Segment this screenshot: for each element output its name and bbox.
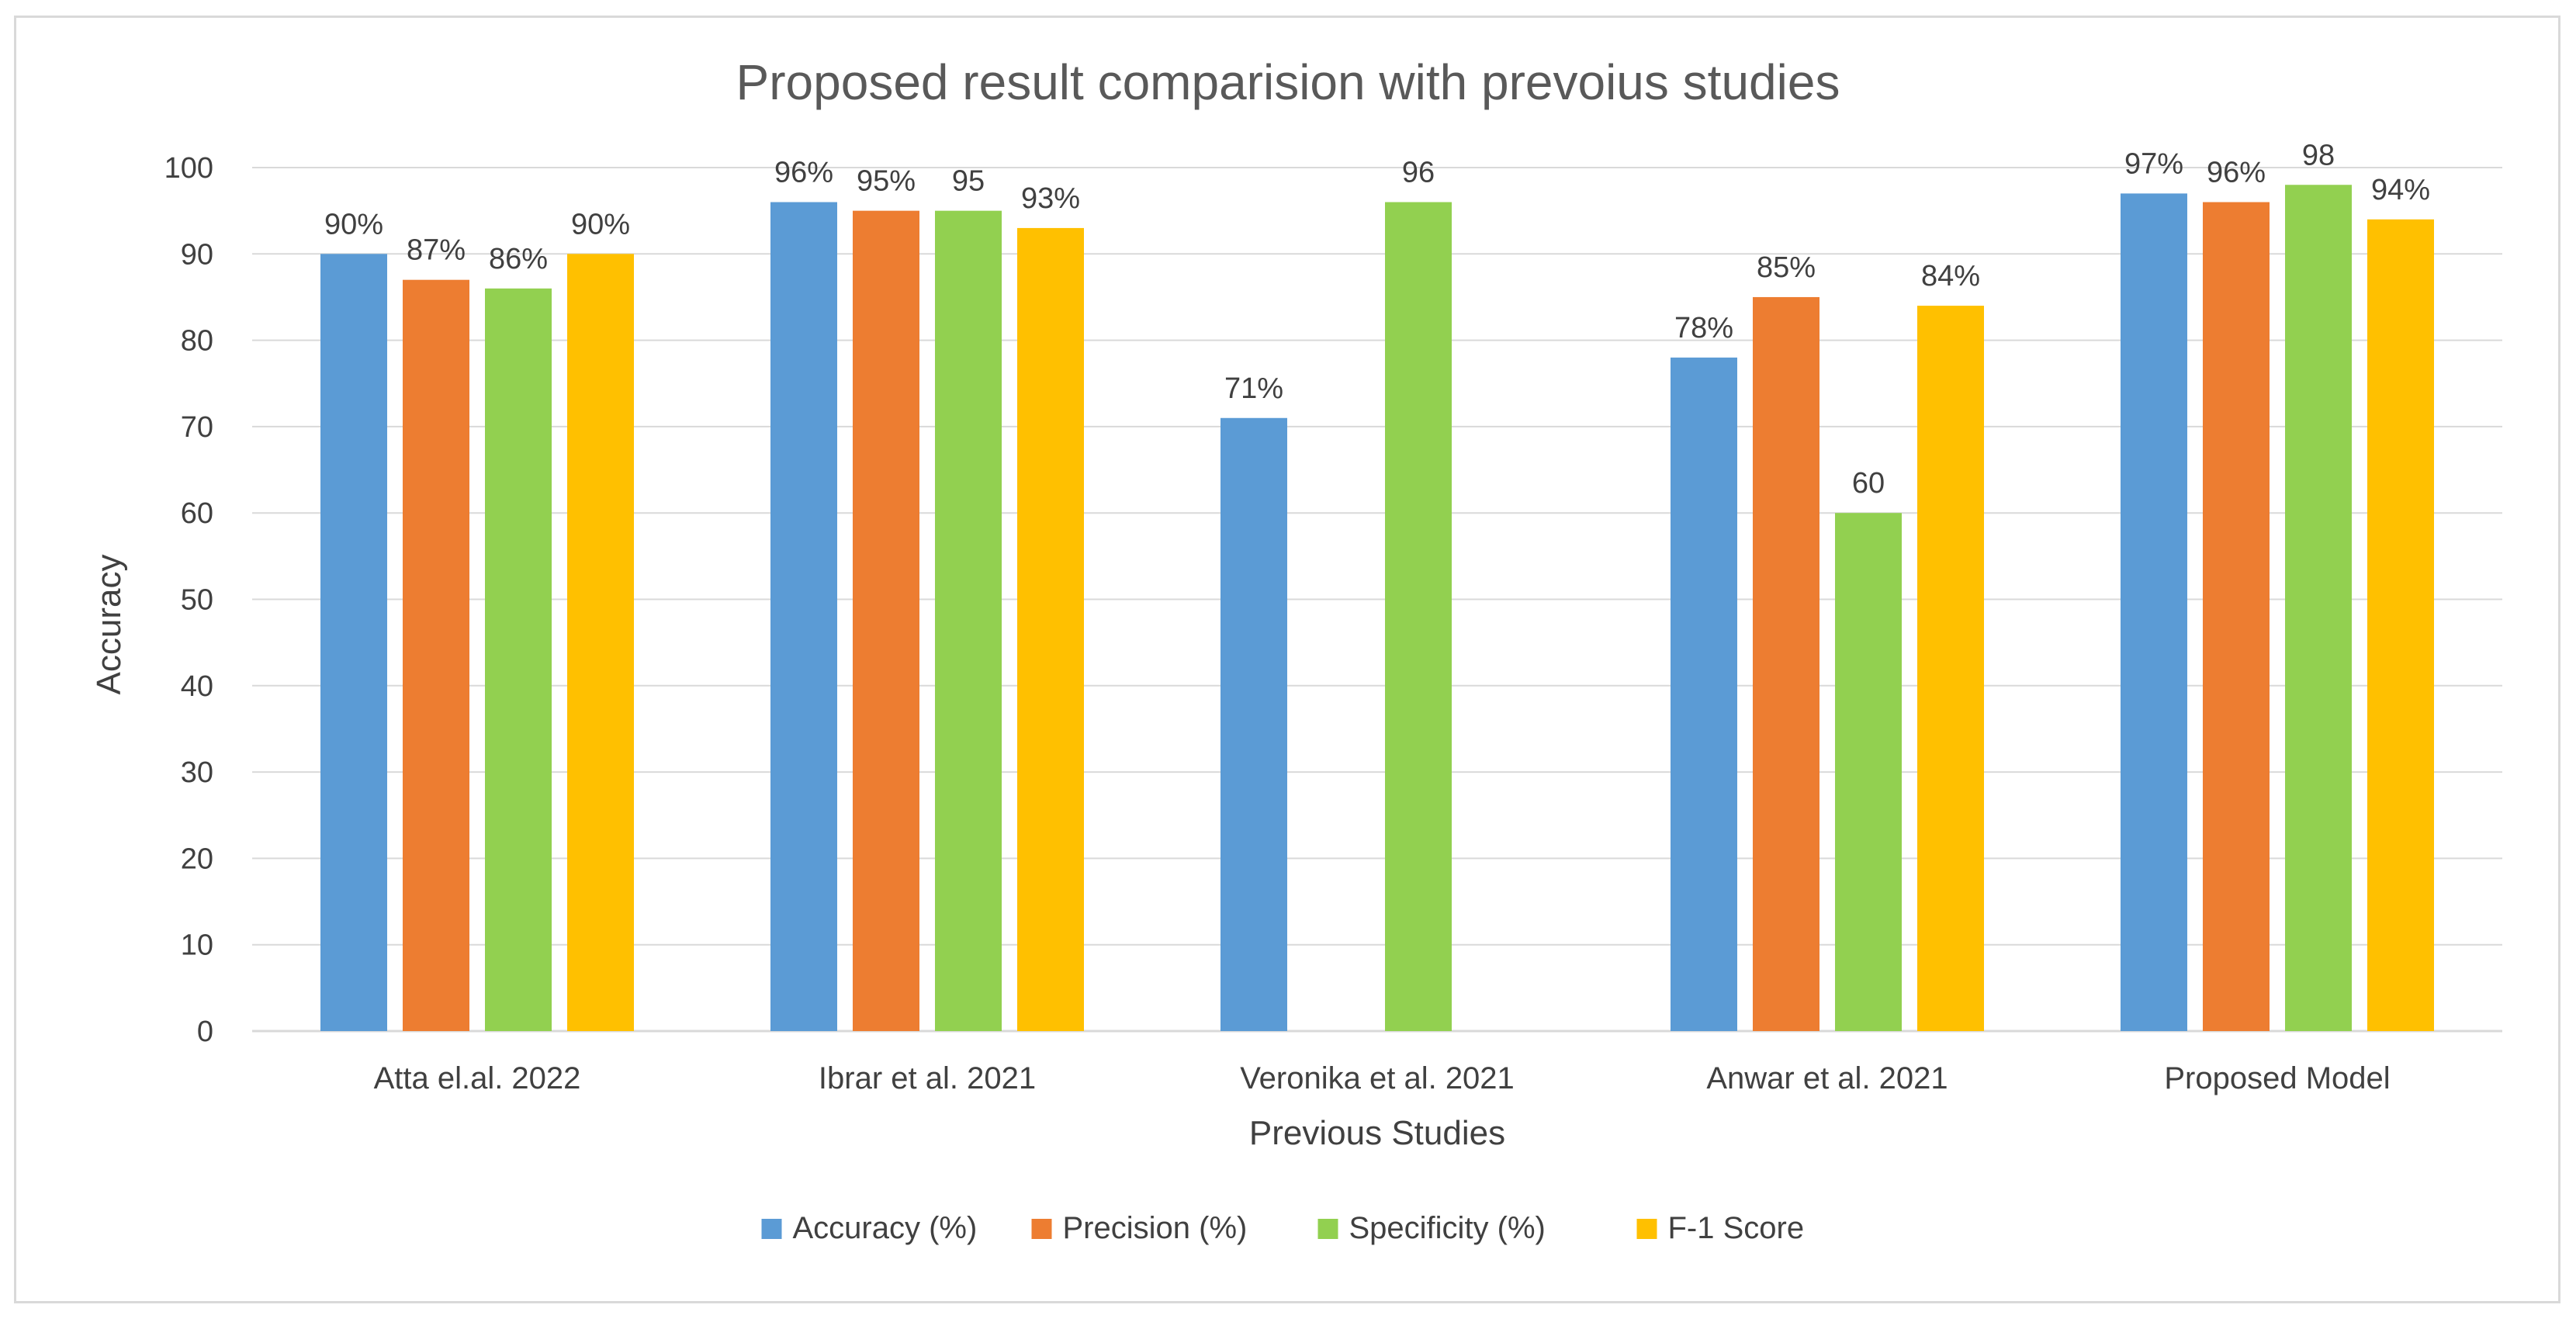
data-label: 90% <box>324 208 383 241</box>
y-axis-ticks: 0 10 20 30 40 50 60 70 80 90 100 <box>164 152 213 1048</box>
data-label: 71% <box>1224 372 1283 405</box>
legend-swatch <box>1031 1219 1052 1239</box>
data-label: 86% <box>489 243 548 275</box>
legend-label: F-1 Score <box>1668 1211 1805 1245</box>
bar <box>485 288 552 1031</box>
y-axis-title: Accuracy <box>90 555 128 695</box>
bar <box>1385 202 1452 1031</box>
bar <box>1220 417 1287 1031</box>
data-label: 93% <box>1021 182 1080 215</box>
bar <box>1917 306 1984 1032</box>
bar <box>2285 185 2352 1031</box>
x-category-label: Ibrar et al. 2021 <box>819 1061 1036 1095</box>
bar <box>2367 219 2434 1031</box>
x-category-label: Veronika et al. 2021 <box>1240 1061 1515 1095</box>
bar <box>2203 202 2270 1031</box>
bar <box>567 254 634 1031</box>
data-label: 78% <box>1674 312 1733 344</box>
data-label: 90% <box>571 208 630 241</box>
legend-label: Precision (%) <box>1063 1211 1248 1245</box>
bar <box>2121 193 2187 1031</box>
legend-item: Precision (%) <box>1031 1211 1248 1245</box>
bar <box>403 279 469 1031</box>
x-axis-title: Previous Studies <box>1249 1114 1505 1152</box>
data-labels: 90% 87% 86% 90% 96% 95% 95 93% 71% 96 78% 85% 60 84% 9… <box>324 139 2430 500</box>
y-tick-label: 50 <box>181 584 213 617</box>
x-category-label: Proposed Model <box>2164 1061 2390 1095</box>
y-tick-label: 100 <box>164 152 213 185</box>
data-label: 98 <box>2302 139 2335 171</box>
data-label: 96% <box>774 157 833 189</box>
bars <box>320 185 2434 1032</box>
legend-item: Specificity (%) <box>1317 1211 1546 1245</box>
y-tick-label: 80 <box>181 325 213 358</box>
data-label: 96% <box>2207 157 2266 189</box>
y-tick-label: 0 <box>197 1016 213 1048</box>
bar <box>1753 296 1819 1031</box>
legend-item: Accuracy (%) <box>761 1211 978 1245</box>
x-axis-categories: Atta el.al. 2022 Ibrar et al. 2021 Veronik… <box>374 1061 2391 1095</box>
x-category-label: Anwar et al. 2021 <box>1706 1061 1948 1095</box>
legend-swatch <box>1317 1219 1338 1239</box>
data-label: 87% <box>407 234 466 267</box>
bar <box>853 210 919 1031</box>
data-label: 95 <box>952 165 985 198</box>
legend-label: Accuracy (%) <box>793 1211 978 1245</box>
bar <box>770 202 837 1031</box>
data-label: 85% <box>1757 251 1816 284</box>
legend-swatch <box>761 1219 782 1239</box>
y-tick-label: 30 <box>181 756 213 789</box>
data-label: 84% <box>1921 260 1980 292</box>
legend-swatch <box>1636 1219 1657 1239</box>
bar <box>935 210 1002 1031</box>
data-label: 97% <box>2124 147 2183 180</box>
y-tick-label: 60 <box>181 497 213 530</box>
data-label: 95% <box>857 165 916 198</box>
chart-title: Proposed result comparision with prevoiu… <box>736 54 1840 110</box>
y-tick-label: 10 <box>181 929 213 962</box>
y-tick-label: 90 <box>181 238 213 271</box>
y-tick-label: 20 <box>181 843 213 875</box>
bar <box>1671 357 1737 1031</box>
data-label: 60 <box>1852 467 1885 500</box>
data-label: 96 <box>1402 157 1435 189</box>
bar <box>320 254 387 1031</box>
legend: Accuracy (%) Precision (%) Specificity (%)… <box>761 1211 1805 1245</box>
bar <box>1835 513 1902 1031</box>
y-tick-label: 40 <box>181 670 213 703</box>
y-tick-label: 70 <box>181 411 213 444</box>
bar <box>1017 227 1084 1031</box>
x-category-label: Atta el.al. 2022 <box>374 1061 581 1095</box>
legend-item: F-1 Score <box>1636 1211 1805 1245</box>
data-label: 94% <box>2371 174 2430 206</box>
legend-label: Specificity (%) <box>1349 1211 1546 1245</box>
